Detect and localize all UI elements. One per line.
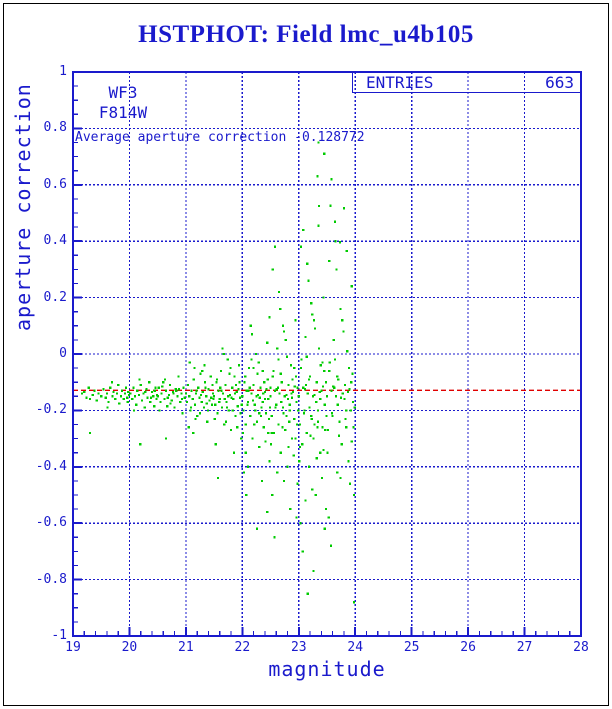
y-tick-label: 0.8	[43, 120, 67, 136]
x-tick-label: 19	[65, 640, 81, 655]
aperture-correction-scatter-chart	[72, 71, 582, 637]
camera-label: WF3	[108, 83, 138, 102]
entries-value: 663	[545, 72, 574, 92]
x-tick-label: 28	[573, 640, 589, 655]
filter-label: F814W	[98, 103, 148, 122]
x-tick-label: 22	[234, 640, 251, 655]
y-axis-title: aperture correction	[11, 83, 35, 331]
y-tick-label: -1	[51, 628, 67, 643]
x-tick-label: 20	[121, 640, 138, 655]
x-axis-title: magnitude	[268, 657, 386, 681]
entries-box: ENTRIES 663	[352, 71, 582, 93]
y-tick-label: 1	[59, 64, 67, 79]
average-correction-text: Average aperture correction -0.128772	[75, 130, 365, 145]
y-tick-label: -0.6	[35, 515, 67, 531]
y-tick-label: 0.6	[43, 176, 67, 192]
x-tick-label: 27	[516, 640, 533, 655]
x-tick-label: 21	[178, 640, 194, 655]
y-tick-label: 0.2	[43, 289, 67, 305]
page-title: HSTPHOT: Field lmc_u4b105	[138, 21, 474, 48]
y-tick-label: -0.4	[35, 458, 67, 474]
y-tick-label: -0.2	[35, 402, 67, 418]
y-tick-label: 0.4	[43, 233, 67, 249]
x-tick-label: 23	[290, 640, 307, 655]
y-tick-label: -0.8	[35, 571, 67, 587]
x-tick-label: 26	[460, 640, 476, 655]
x-tick-label: 24	[347, 640, 364, 655]
entries-label: ENTRIES	[366, 72, 434, 92]
x-tick-label: 25	[403, 640, 420, 655]
y-tick-label: 0	[59, 346, 67, 361]
